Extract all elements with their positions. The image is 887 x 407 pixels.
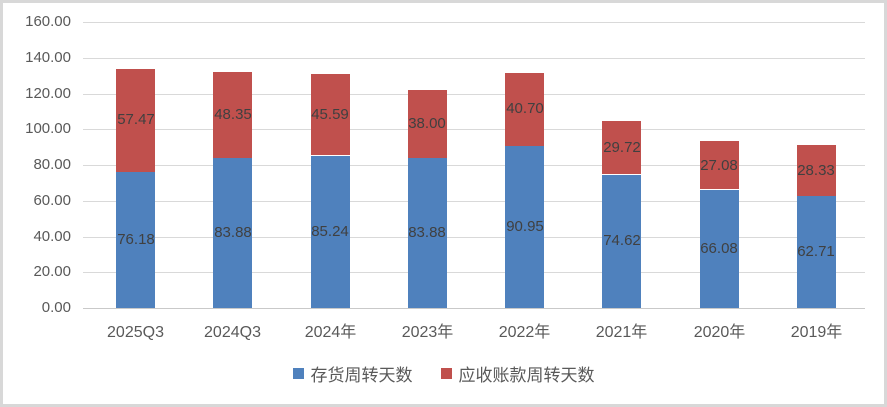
bar-segment — [213, 72, 252, 158]
x-tick-label: 2025Q3 — [107, 324, 164, 341]
x-tick-label: 2024年 — [304, 324, 357, 341]
bar-segment — [116, 172, 155, 308]
y-tick-label: 80.00 — [33, 156, 71, 173]
x-tick-label: 2022年 — [498, 324, 551, 341]
legend-swatch-icon — [440, 368, 452, 379]
bar-segment — [797, 196, 836, 308]
bar-segment — [311, 74, 350, 155]
bar-value-label: 27.08 — [700, 157, 738, 174]
bar-value-label: 74.62 — [603, 232, 641, 249]
bar-segment — [700, 141, 739, 189]
y-tick-label: 140.00 — [25, 49, 71, 66]
bar-value-label: 28.33 — [797, 162, 835, 179]
bar-value-label: 29.72 — [603, 139, 641, 156]
y-tick-label: 40.00 — [33, 228, 71, 245]
x-tick-label: 2019年 — [790, 324, 843, 341]
bar-value-label: 66.08 — [700, 240, 738, 257]
y-tick-label: 160.00 — [25, 13, 71, 30]
y-tick-label: 60.00 — [33, 192, 71, 209]
bar-value-label: 40.70 — [506, 100, 544, 117]
bar-value-label: 76.18 — [117, 231, 155, 248]
bar-segment — [408, 90, 447, 158]
bar-value-label: 90.95 — [506, 218, 544, 235]
bar-value-label: 83.88 — [214, 224, 252, 241]
bar-segment — [797, 145, 836, 196]
bar-segment — [602, 175, 641, 308]
bar-value-label: 62.71 — [797, 243, 835, 260]
y-tick-label: 20.00 — [33, 263, 71, 280]
chart-legend: 存货周转天数 应收账款周转天数 — [3, 361, 884, 386]
y-tick-label: 0.00 — [41, 299, 71, 316]
x-axis-line — [83, 308, 865, 309]
legend-item: 应收账款周转天数 — [440, 361, 595, 386]
y-tick-label: 100.00 — [25, 120, 71, 137]
bar-value-label: 57.47 — [117, 111, 155, 128]
bar-value-label: 85.24 — [311, 223, 349, 240]
gridline — [83, 237, 865, 238]
bar-segment — [505, 73, 544, 146]
gridline — [83, 94, 865, 95]
bar-segment — [311, 156, 350, 308]
bar-segment — [700, 190, 739, 308]
bar-value-label: 38.00 — [408, 115, 446, 132]
gridline — [83, 58, 865, 59]
bar-segment — [408, 158, 447, 308]
legend-swatch-icon — [292, 368, 304, 379]
bar-segment — [213, 158, 252, 308]
bar-value-label: 48.35 — [214, 106, 252, 123]
x-tick-label: 2020年 — [693, 324, 746, 341]
gridline — [83, 22, 865, 23]
bar-segment — [602, 121, 641, 174]
bar-value-label: 45.59 — [311, 106, 349, 123]
legend-label: 存货周转天数 — [310, 366, 413, 385]
x-tick-label: 2021年 — [595, 324, 648, 341]
x-tick-label: 2023年 — [401, 324, 454, 341]
gridline — [83, 129, 865, 130]
bar-value-label: 83.88 — [408, 224, 446, 241]
bar-segment — [505, 145, 544, 308]
legend-item: 存货周转天数 — [292, 361, 413, 386]
gridline — [83, 201, 865, 202]
y-tick-label: 120.00 — [25, 85, 71, 102]
bar-segment — [116, 69, 155, 172]
gridline — [83, 272, 865, 273]
x-tick-label: 2024Q3 — [204, 324, 261, 341]
legend-label: 应收账款周转天数 — [458, 366, 595, 385]
gridline — [83, 165, 865, 166]
